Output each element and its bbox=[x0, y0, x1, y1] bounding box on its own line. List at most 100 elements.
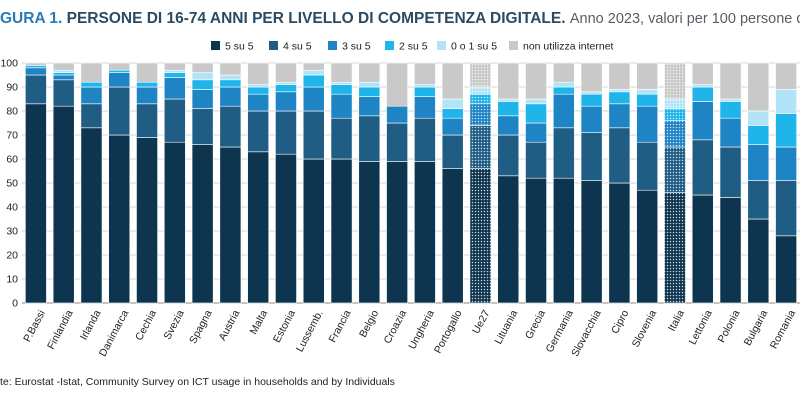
x-tick-label: Polonia bbox=[716, 308, 743, 345]
bar-segment bbox=[163, 77, 186, 100]
source-note: te: Eurostat -Istat, Community Survey on… bbox=[0, 376, 395, 388]
bar-segment bbox=[580, 105, 603, 133]
bar-group bbox=[747, 62, 770, 304]
x-tick-label: Lussemb. bbox=[294, 308, 326, 354]
bar-segment bbox=[80, 127, 103, 304]
bar-segment bbox=[525, 98, 547, 105]
bar-segment bbox=[552, 177, 575, 304]
bar-segment bbox=[608, 127, 631, 184]
y-tick-label: 100 bbox=[0, 58, 18, 70]
bar-segment bbox=[775, 62, 797, 90]
bar-group bbox=[580, 62, 603, 304]
x-tick-label: Estonia bbox=[271, 308, 298, 345]
legend-item: 5 su 5 bbox=[211, 41, 254, 53]
bar-segment-pattern bbox=[469, 63, 492, 87]
legend-item: 2 su 5 bbox=[385, 41, 428, 53]
y-tick-label: 70 bbox=[6, 130, 18, 142]
bar-group bbox=[52, 62, 75, 304]
bar-segment bbox=[136, 86, 158, 105]
bar-group bbox=[247, 62, 270, 304]
bar-segment bbox=[775, 89, 797, 114]
bar-segment bbox=[275, 84, 297, 93]
y-tick-label: 30 bbox=[6, 226, 18, 238]
legend-label: 0 o 1 su 5 bbox=[451, 41, 497, 53]
y-tick-label: 80 bbox=[6, 106, 18, 118]
bar-segment bbox=[191, 79, 214, 90]
bar-segment bbox=[608, 91, 631, 105]
x-tick-label: Romania bbox=[768, 308, 798, 351]
y-tick-label: 40 bbox=[6, 202, 18, 214]
bar-segment bbox=[747, 180, 770, 220]
bar-segment bbox=[719, 98, 742, 102]
bar-segment bbox=[80, 86, 103, 105]
bar-segment bbox=[191, 62, 214, 73]
bar-segment bbox=[108, 86, 131, 136]
bar-segment bbox=[775, 113, 797, 148]
x-tick-label: Austria bbox=[216, 308, 242, 343]
legend-item: 0 o 1 su 5 bbox=[437, 41, 497, 53]
bar-segment bbox=[525, 122, 547, 143]
bar-segment bbox=[163, 72, 186, 78]
bar-segment bbox=[580, 180, 603, 304]
chart-title: GURA 1. PERSONE DI 16-74 ANNI PER LIVELL… bbox=[0, 6, 800, 32]
bar-segment bbox=[747, 218, 770, 304]
bar-group bbox=[275, 62, 297, 304]
bar-segment bbox=[247, 84, 270, 88]
bar-segment-pattern bbox=[469, 125, 492, 169]
bar-segment bbox=[52, 105, 75, 304]
bar-segment bbox=[775, 180, 797, 237]
bar-segment bbox=[25, 62, 47, 66]
bar-segment bbox=[608, 182, 631, 304]
bar-segment bbox=[80, 81, 103, 88]
bar-segment bbox=[275, 62, 297, 83]
bar-segment bbox=[414, 84, 436, 88]
y-tick-label: 20 bbox=[6, 250, 18, 262]
bar-segment bbox=[525, 62, 547, 100]
bar-segment bbox=[247, 110, 270, 153]
x-tick-label: Spagna bbox=[187, 308, 215, 346]
bar-segment-pattern bbox=[664, 192, 686, 303]
bar-segment bbox=[52, 74, 75, 81]
bar-segment bbox=[191, 144, 214, 304]
bar-segment bbox=[219, 146, 242, 304]
x-tick-label: Belgio bbox=[357, 308, 381, 340]
legend-label: 4 su 5 bbox=[283, 41, 312, 53]
bar-segment bbox=[163, 98, 186, 143]
bar-group bbox=[358, 62, 381, 304]
figure-number: GURA 1. bbox=[0, 10, 63, 27]
x-tick-label: Francia bbox=[327, 308, 354, 345]
bar-segment bbox=[191, 108, 214, 145]
legend-label: 2 su 5 bbox=[399, 41, 428, 53]
bar-segment bbox=[52, 72, 75, 76]
bar-segment bbox=[219, 74, 242, 81]
bar-segment bbox=[302, 86, 325, 112]
bar-segment bbox=[691, 194, 714, 304]
legend-swatch bbox=[269, 41, 278, 50]
x-tick-label: Svezia bbox=[161, 308, 186, 342]
bar-segment bbox=[636, 105, 659, 143]
bar-segment bbox=[247, 93, 270, 112]
bar-segment bbox=[580, 91, 603, 95]
bar-segment-pattern bbox=[469, 87, 492, 95]
bar-segment bbox=[497, 62, 520, 100]
bar-segment-pattern bbox=[664, 108, 686, 121]
bar-group bbox=[691, 62, 714, 304]
legend-label: 5 su 5 bbox=[225, 41, 254, 53]
bar-segment bbox=[386, 122, 408, 162]
bars bbox=[25, 62, 797, 304]
bar-segment bbox=[497, 175, 520, 304]
bar-segment bbox=[108, 69, 131, 73]
bar-segment bbox=[552, 62, 575, 83]
bar-segment bbox=[441, 134, 464, 169]
x-tick-label: Portogallo bbox=[432, 308, 465, 356]
bar-segment bbox=[497, 134, 520, 177]
legend-item: 4 su 5 bbox=[269, 41, 312, 53]
bar-segment bbox=[441, 108, 464, 119]
x-tick-label: Lituania bbox=[492, 308, 520, 346]
bar-segment bbox=[525, 177, 547, 304]
bar-segment bbox=[136, 62, 158, 83]
bar-segment bbox=[163, 62, 186, 71]
bar-group bbox=[441, 62, 464, 304]
bar-segment bbox=[358, 86, 381, 97]
bar-group bbox=[25, 62, 47, 304]
